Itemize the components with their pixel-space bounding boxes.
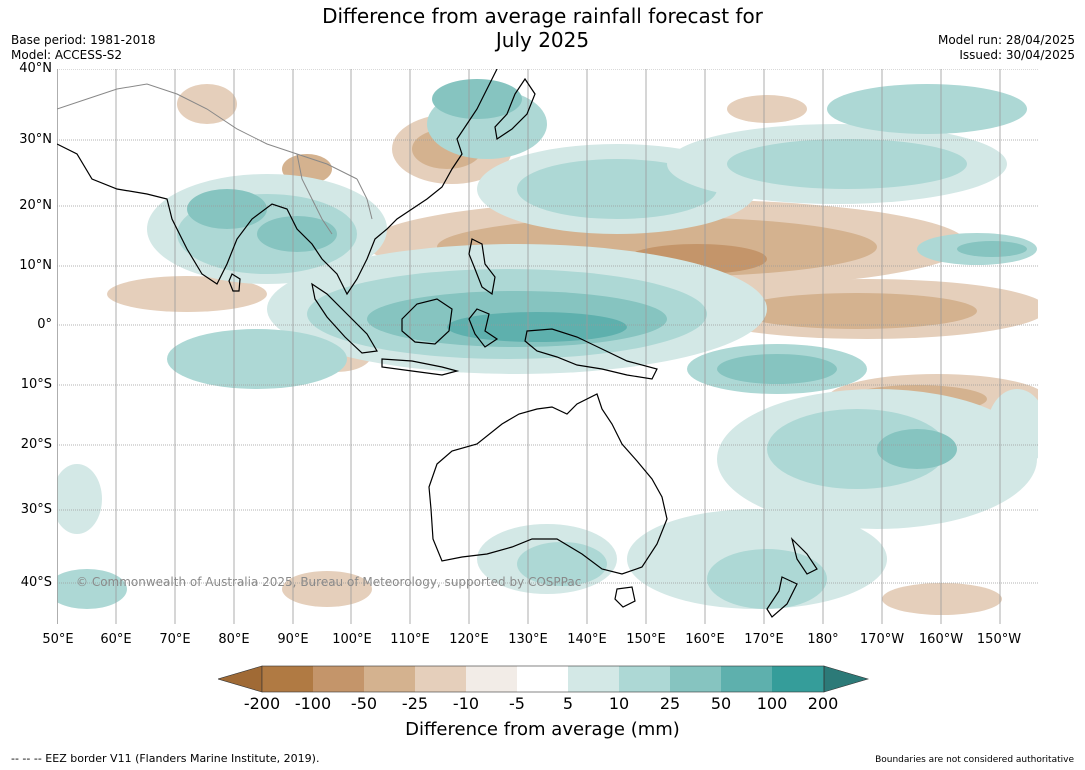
meta-right: Model run: 28/04/2025 Issued: 30/04/2025 xyxy=(938,33,1075,63)
colorbar xyxy=(216,665,870,699)
lon-label-120e: 120°E xyxy=(449,632,489,647)
colorbar-tick-label: 25 xyxy=(659,694,681,713)
colorbar-tick-label: 100 xyxy=(756,694,788,713)
colorbar-tick-label: -5 xyxy=(509,694,525,713)
japan-outline xyxy=(494,77,536,141)
model-run-text: Model run: 28/04/2025 xyxy=(937,33,1075,47)
java-outline xyxy=(381,358,460,376)
lon-label-60e: 60°E xyxy=(100,632,132,647)
colorbar-arrow-left xyxy=(216,665,263,693)
title-line-2: July 2025 xyxy=(495,28,590,52)
colorbar-bin-10 xyxy=(721,666,772,692)
lat-label-20s: 20°S xyxy=(20,437,52,452)
title-line-1: Difference from average rainfall forecas… xyxy=(322,4,763,28)
country-borders xyxy=(57,83,373,235)
lon-label-100e: 100°E xyxy=(332,632,372,647)
tasmania-outline xyxy=(614,586,636,608)
colorbar-tick-label: 200 xyxy=(807,694,839,713)
graticule xyxy=(57,69,1038,624)
lon-label-130e: 130°E xyxy=(508,632,548,647)
map-title: Difference from average rainfall forecas… xyxy=(0,4,1085,52)
base-period-text: Base period: 1981-2018 xyxy=(11,33,156,47)
colorbar-tick-label: -25 xyxy=(401,694,429,713)
borneo-outline xyxy=(401,298,453,345)
new-zealand-outline xyxy=(766,537,818,618)
lon-label-180: 180° xyxy=(807,632,839,647)
coastlines xyxy=(57,69,818,618)
colorbar-bin-8 xyxy=(619,666,670,692)
lat-label-40n: 40°N xyxy=(19,61,52,76)
lon-label-80e: 80°E xyxy=(218,632,250,647)
model-text: Model: ACCESS-S2 xyxy=(11,48,123,62)
wet-anomaly-areas xyxy=(57,79,1038,609)
colorbar-tick-label: -50 xyxy=(350,694,378,713)
lon-label-170w: 170°W xyxy=(859,632,905,647)
lon-label-150w: 150°W xyxy=(976,632,1022,647)
lon-label-160e: 160°E xyxy=(685,632,725,647)
colorbar-bin-6 xyxy=(517,666,568,692)
colorbar-bin-7 xyxy=(568,666,619,692)
copyright-notice: © Commonwealth of Australia 2025, Bureau… xyxy=(76,575,582,589)
australia-outline xyxy=(428,393,668,575)
new-guinea-outline xyxy=(524,328,658,380)
colorbar-title: Difference from average (mm) xyxy=(405,719,680,740)
lat-label-20n: 20°N xyxy=(19,198,52,213)
philippines-outline xyxy=(468,238,496,296)
asia-mainland-coast xyxy=(57,69,498,296)
lon-label-150e: 150°E xyxy=(626,632,666,647)
eez-border-note: -- -- -- EEZ border V11 (Flanders Marine… xyxy=(11,752,320,765)
boundaries-disclaimer: Boundaries are not considered authoritat… xyxy=(875,755,1074,765)
lat-label-30n: 30°N xyxy=(19,132,52,147)
sri-lanka-outline xyxy=(228,273,241,292)
lat-label-40s: 40°S xyxy=(20,575,52,590)
sulawesi-outline xyxy=(468,308,499,348)
map-canvas xyxy=(57,69,1038,624)
colorbar-tick-label: -200 xyxy=(243,694,281,713)
lon-label-50e: 50°E xyxy=(42,632,74,647)
colorbar-svg xyxy=(216,665,870,693)
colorbar-bin-9 xyxy=(670,666,721,692)
lat-label-10n: 10°N xyxy=(19,258,52,273)
lat-label-10s: 10°S xyxy=(20,377,52,392)
lon-label-160w: 160°W xyxy=(918,632,964,647)
lon-label-170e: 170°E xyxy=(744,632,784,647)
meta-left: Base period: 1981-2018 Model: ACCESS-S2 xyxy=(11,33,156,63)
rainfall-map xyxy=(57,69,1038,624)
lon-label-70e: 70°E xyxy=(159,632,191,647)
colorbar-bin-2 xyxy=(313,666,364,692)
lat-label-0: 0° xyxy=(37,317,52,332)
colorbar-arrow-right xyxy=(823,665,870,693)
colorbar-bin-5 xyxy=(466,666,517,692)
colorbar-bin-3 xyxy=(364,666,415,692)
issued-text: Issued: 30/04/2025 xyxy=(959,48,1075,62)
colorbar-bin-4 xyxy=(415,666,466,692)
colorbar-tick-label: 50 xyxy=(710,694,732,713)
colorbar-bin-1 xyxy=(262,666,313,692)
lat-label-30s: 30°S xyxy=(20,502,52,517)
sumatra-outline xyxy=(311,282,378,354)
lon-label-110e: 110°E xyxy=(390,632,430,647)
lon-label-90e: 90°E xyxy=(277,632,309,647)
colorbar-bin-11 xyxy=(772,666,824,692)
colorbar-tick-label: -100 xyxy=(294,694,332,713)
colorbar-tick-label: 5 xyxy=(562,694,574,713)
lon-label-140e: 140°E xyxy=(567,632,607,647)
colorbar-tick-label: -10 xyxy=(452,694,480,713)
colorbar-tick-label: 10 xyxy=(608,694,630,713)
